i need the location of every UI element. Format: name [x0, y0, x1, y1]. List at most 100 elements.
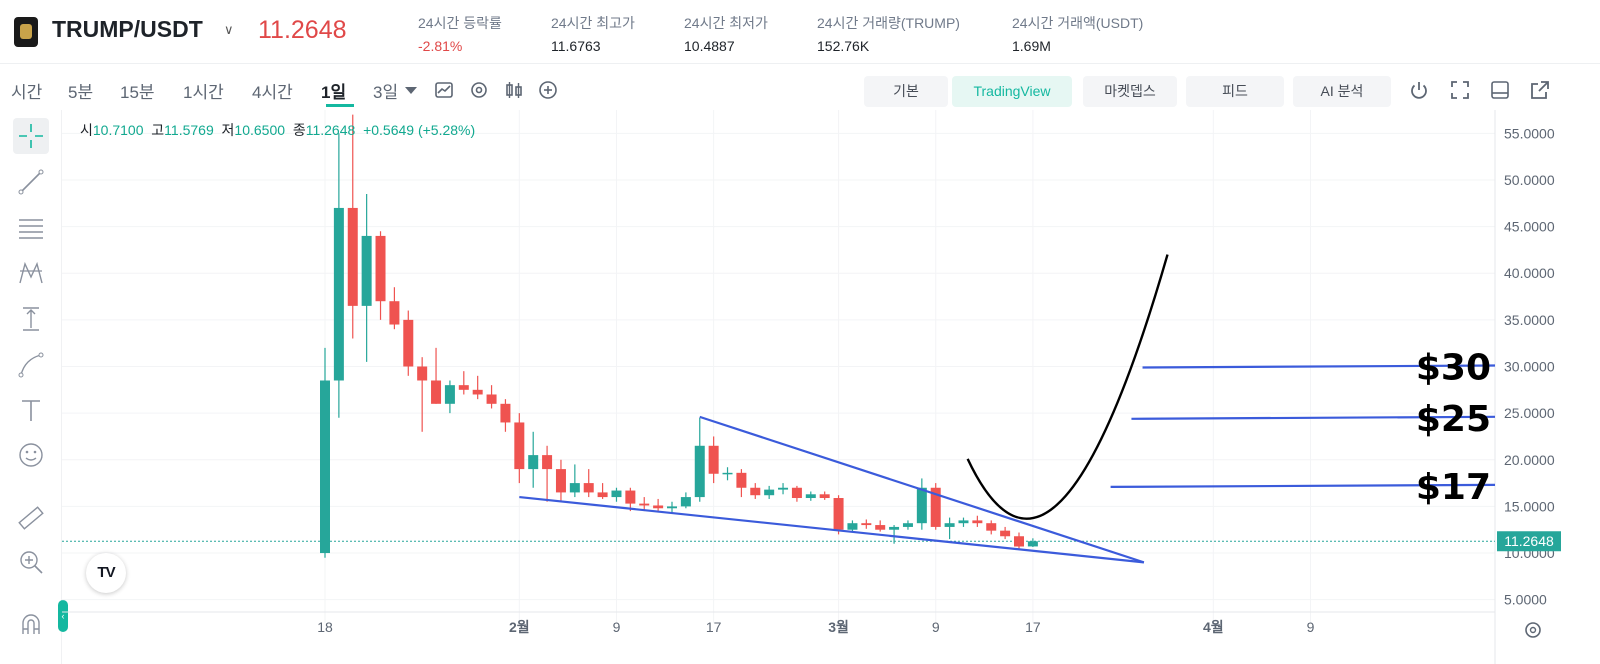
candle-body-up	[778, 487, 789, 490]
fullscreen-icon[interactable]	[1448, 78, 1472, 102]
stat-24h-low: 24시간 최저가 10.4887	[684, 13, 768, 54]
candle-body-down	[875, 525, 886, 530]
stat-label: 24시간 최고가	[551, 15, 635, 31]
view-basic-button[interactable]: 기본	[864, 76, 948, 107]
candle-body-up	[528, 455, 539, 470]
chevron-down-icon[interactable]: ∨	[224, 22, 234, 37]
interval-1d[interactable]: 1일	[321, 83, 347, 102]
wedge-trendline	[699, 415, 1145, 564]
horizontal-lines-icon	[19, 219, 43, 239]
view-tradingview-button[interactable]: TradingView	[952, 76, 1072, 107]
stat-value: -2.81%	[418, 38, 463, 54]
y-tick-label: 30.0000	[1504, 359, 1555, 375]
emoji-tool[interactable]	[13, 437, 49, 473]
interval-time[interactable]: 시간	[11, 83, 43, 102]
candle-body-down	[625, 490, 636, 504]
candle-body-up	[611, 490, 622, 498]
price-chart[interactable]: 5.000010.000015.000020.000025.000030.000…	[62, 110, 1600, 664]
candle-body-down	[708, 445, 719, 474]
candle-body-down	[514, 422, 525, 470]
candle-body-down	[555, 469, 566, 493]
text-tool[interactable]	[13, 392, 49, 428]
open-value: 10.7100	[92, 122, 144, 138]
zoom-in-icon	[20, 551, 43, 574]
magnet-icon	[22, 614, 40, 634]
pattern-tool[interactable]	[13, 255, 49, 291]
text-icon	[22, 400, 40, 421]
indicator-icon[interactable]	[432, 78, 456, 102]
interval-4h[interactable]: 4시간	[252, 83, 293, 102]
candle-body-down	[583, 483, 594, 493]
candle-body-down	[750, 487, 761, 496]
x-tick-label: 3월	[828, 619, 849, 635]
y-tick-label: 5.0000	[1504, 592, 1547, 608]
measure-tool[interactable]	[13, 301, 49, 337]
interval-1h[interactable]: 1시간	[183, 83, 224, 102]
candle-body-up	[333, 207, 344, 381]
candle-body-up	[805, 494, 816, 499]
candle-body-down	[833, 498, 844, 530]
chart-settings-icon-center	[1529, 626, 1537, 634]
measure-icon	[23, 307, 39, 331]
add-icon[interactable]	[536, 78, 560, 102]
curve-icon	[18, 352, 44, 378]
candle-body-up	[958, 520, 969, 524]
pair-name[interactable]: TRUMP/USDT	[52, 16, 203, 42]
target-level-label: $25	[1416, 399, 1491, 440]
settings-icon[interactable]	[467, 78, 491, 102]
candle-body-down	[500, 403, 511, 423]
stat-value: 11.6763	[551, 38, 601, 54]
change-percent: (+5.28%)	[417, 122, 476, 138]
magnet-tool[interactable]	[13, 606, 49, 642]
view-feed-button[interactable]: 피드	[1186, 76, 1284, 107]
ruler-icon	[18, 506, 44, 530]
candle-body-up	[916, 487, 927, 524]
interval-3d-dropdown[interactable]: 3일	[373, 83, 399, 102]
x-tick-label: 17	[706, 619, 722, 635]
curve-tool[interactable]	[13, 347, 49, 383]
interval-15m[interactable]: 15분	[120, 83, 155, 102]
trendline-tool[interactable]	[13, 164, 49, 200]
stat-value: 10.4887	[684, 38, 735, 54]
interval-5m[interactable]: 5분	[68, 83, 94, 102]
candle-body-down	[861, 523, 872, 526]
power-icon[interactable]	[1407, 78, 1431, 102]
candle-body-up	[569, 483, 580, 493]
y-tick-label: 50.0000	[1504, 172, 1555, 188]
zoom-tool[interactable]	[13, 544, 49, 580]
candle-body-down	[819, 494, 830, 499]
target-level-label: $30	[1416, 348, 1491, 389]
candle-body-down	[486, 394, 497, 404]
crosshair-tool[interactable]	[13, 118, 49, 154]
current-price-badge	[1497, 531, 1561, 552]
wedge-trendline	[519, 495, 1145, 564]
stat-label: 24시간 최저가	[684, 15, 768, 31]
close-label: 종	[292, 122, 306, 138]
stat-24h-high: 24시간 최고가 11.6763	[551, 13, 635, 54]
caret-down-icon[interactable]	[402, 82, 420, 98]
y-tick-label: 45.0000	[1504, 219, 1555, 235]
candle-body-down	[417, 366, 428, 381]
x-tick-label: 4월	[1203, 619, 1224, 635]
candle-body-up	[694, 445, 705, 498]
low-value: 10.6500	[234, 122, 286, 138]
target-level-line	[1110, 483, 1496, 488]
layout-icon[interactable]	[1488, 78, 1512, 102]
y-tick-label: 25.0000	[1504, 405, 1555, 421]
candle-body-down	[542, 455, 553, 470]
ruler-tool[interactable]	[13, 500, 49, 536]
y-tick-label: 15.0000	[1504, 498, 1555, 514]
stat-label: 24시간 거래액(USDT)	[1012, 15, 1144, 31]
horizontal-lines-tool[interactable]	[13, 210, 49, 246]
projection-curve	[966, 254, 1169, 520]
candle-body-down	[639, 503, 650, 506]
view-ai-analysis-button[interactable]: AI 분석	[1293, 76, 1391, 107]
candle-type-icon[interactable]	[502, 78, 526, 102]
candle-body-down	[375, 235, 386, 302]
share-icon[interactable]	[1528, 78, 1552, 102]
view-depth-button[interactable]: 마켓뎁스	[1083, 76, 1177, 107]
collapse-toolbar-button[interactable]: ‹	[58, 600, 68, 632]
tradingview-logo[interactable]: TV	[86, 553, 126, 593]
target-level-line	[1142, 364, 1496, 369]
candle-body-up	[361, 235, 372, 306]
